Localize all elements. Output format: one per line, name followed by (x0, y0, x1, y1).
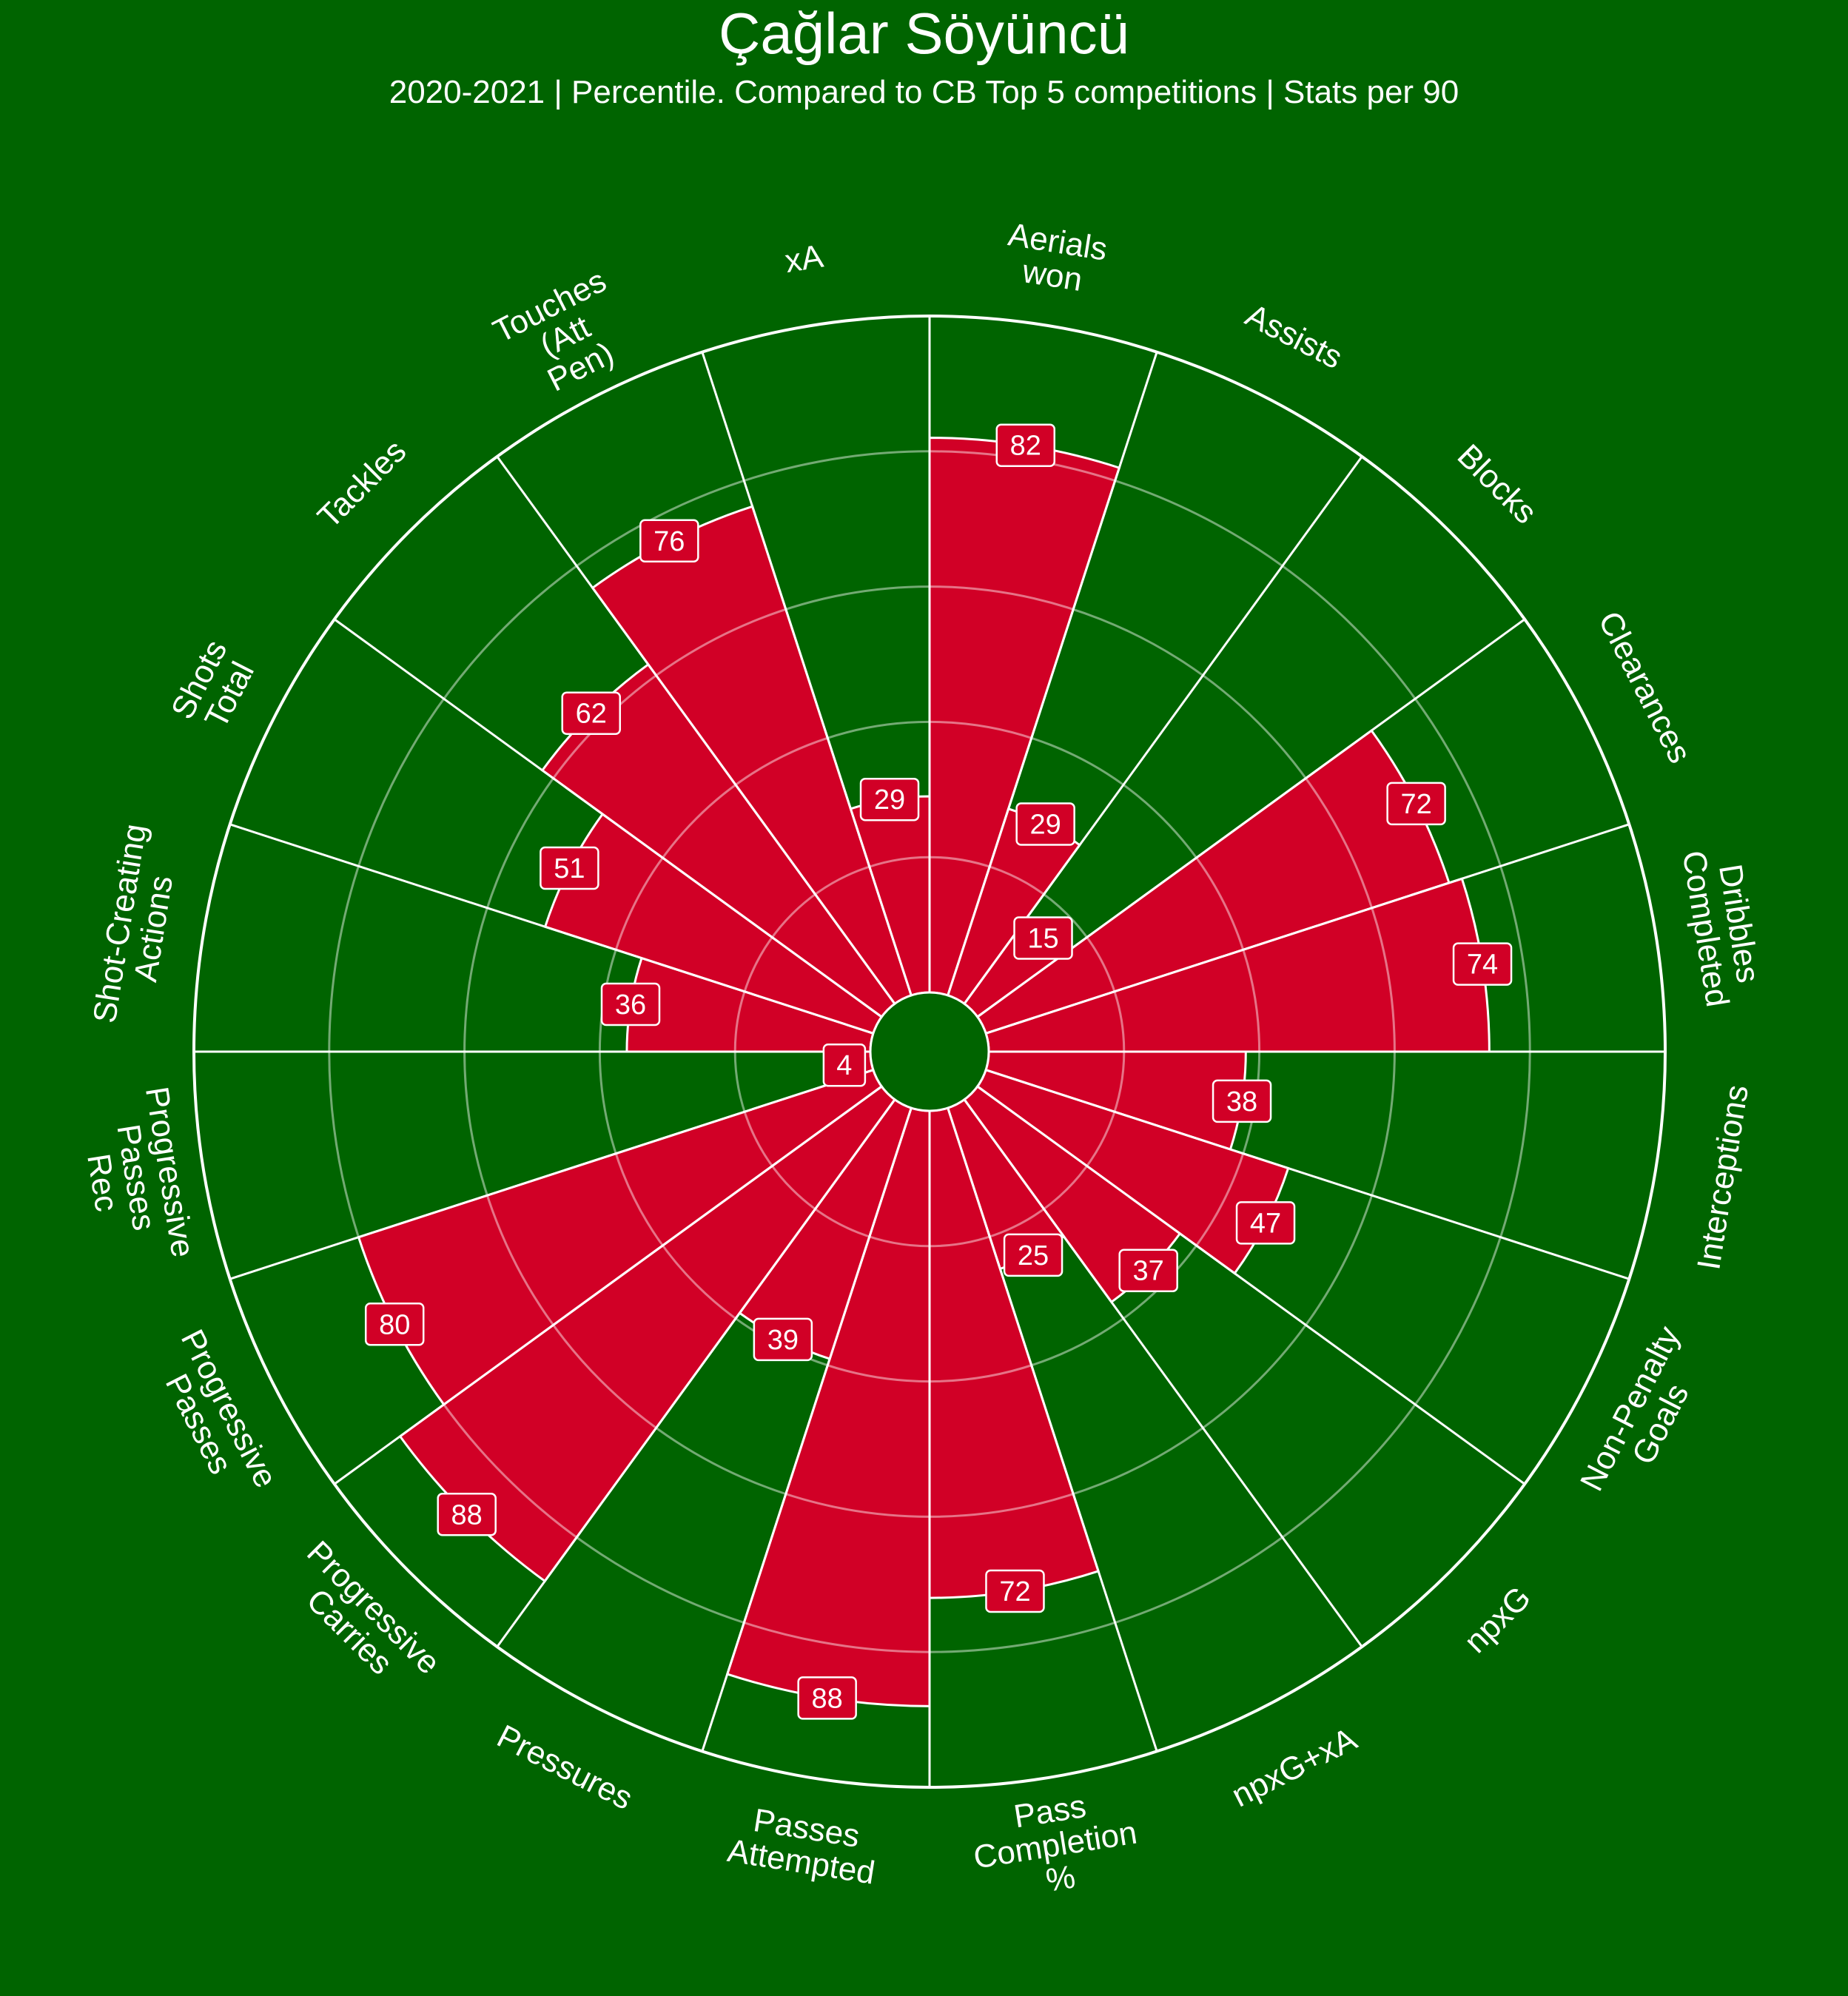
value-badge (1003, 1233, 1064, 1277)
spoke (976, 1085, 1526, 1485)
value-badge (540, 846, 599, 890)
value-badge (1235, 1201, 1296, 1245)
category-label: ShotsTotal (164, 634, 265, 740)
value-badge (985, 1569, 1045, 1613)
category-label: PassCompletion% (966, 1781, 1145, 1909)
value-label: 4 (836, 1050, 852, 1081)
category-label: Interceptions (1690, 1083, 1755, 1273)
value-label: 37 (1133, 1256, 1164, 1287)
category-label-line: % (1044, 1858, 1078, 1899)
value-label: 76 (653, 526, 685, 557)
value-label: 15 (1027, 923, 1058, 954)
category-label-line: Blocks (1451, 437, 1544, 531)
value-label: 39 (767, 1325, 799, 1356)
spokes-group (194, 316, 1665, 1787)
category-label-line: Clearances (1591, 605, 1699, 769)
category-label-line: Tackles (311, 433, 413, 535)
category-label: Shot-CreatingActions (87, 821, 187, 1031)
category-label: Blocks (1451, 437, 1544, 531)
category-label: npxG+xA (1226, 1721, 1363, 1815)
category-label: PassesAttempted (725, 1799, 883, 1892)
category-label: Touches(AttPen) (488, 263, 643, 411)
spoke (701, 352, 913, 996)
category-label: npxG (1457, 1579, 1538, 1660)
value-badge (797, 1676, 857, 1720)
value-badge (1015, 802, 1075, 846)
value-label: 74 (1467, 950, 1498, 981)
value-badge (822, 1043, 867, 1087)
value-label: 47 (1250, 1208, 1281, 1239)
center-hole (869, 991, 990, 1112)
spoke (963, 455, 1363, 1005)
value-badge (1386, 782, 1446, 826)
spoke (947, 352, 1158, 996)
spoke (963, 1098, 1363, 1648)
category-label-line: xA (782, 238, 826, 280)
value-badge (437, 1493, 497, 1536)
category-label: ProgressivePasses (144, 1324, 284, 1509)
category-label: Pressures (491, 1718, 639, 1817)
category-label: xA (782, 238, 826, 280)
spoke (701, 1107, 913, 1752)
value-label: 29 (874, 784, 905, 816)
spoke (229, 823, 874, 1035)
spoke (333, 618, 883, 1018)
category-label: Tackles (311, 433, 413, 535)
category-label-line: npxG+xA (1226, 1721, 1363, 1815)
value-label: 51 (554, 853, 585, 884)
category-label-line: Assists (1240, 297, 1348, 376)
chart-title: Çağlar Söyüncü (719, 1, 1129, 66)
value-badge (859, 777, 920, 821)
category-label: Assists (1240, 297, 1348, 376)
value-badge (1013, 916, 1073, 960)
value-badge (1212, 1079, 1272, 1123)
value-label: 82 (1010, 431, 1041, 462)
value-label: 72 (1400, 789, 1431, 820)
category-label: ProgressiveCarries (276, 1534, 447, 1705)
value-badge (995, 423, 1056, 467)
value-label: 88 (812, 1683, 843, 1714)
spoke (333, 1085, 883, 1485)
value-badge (753, 1317, 813, 1362)
value-badge (1118, 1249, 1178, 1292)
chart-subtitle: 2020-2021 | Percentile. Compared to CB T… (389, 74, 1459, 110)
category-label: Clearances (1591, 605, 1699, 769)
spoke (985, 823, 1630, 1035)
value-label: 29 (1030, 810, 1061, 841)
category-label: Aerialswon (1001, 216, 1110, 301)
value-label: 25 (1018, 1240, 1049, 1271)
value-badge (1452, 942, 1513, 986)
category-label: Non-PenaltyGoals (1573, 1320, 1718, 1512)
value-label: 62 (576, 699, 607, 730)
value-label: 36 (615, 989, 646, 1021)
value-label: 38 (1226, 1086, 1257, 1118)
category-label-line: Pressures (491, 1718, 639, 1817)
spoke (229, 1069, 874, 1280)
bars-group (357, 437, 1491, 1707)
category-label: ProgressivePassesRec (71, 1084, 201, 1271)
category-label-line: Interceptions (1690, 1083, 1755, 1273)
spoke (985, 1069, 1630, 1280)
value-badge (639, 519, 699, 563)
value-label: 80 (379, 1309, 410, 1340)
category-label-line: Rec (80, 1152, 125, 1214)
value-labels-group: 82 29 15 72 74 38 47 37 25 72 88 39 88 80 4 36 51 62 76 29 (364, 423, 1513, 1720)
value-badge (561, 691, 621, 735)
value-badge (364, 1303, 425, 1346)
value-badge (600, 982, 661, 1026)
category-label-line: npxG (1457, 1579, 1538, 1660)
value-label: 72 (999, 1576, 1030, 1607)
spoke (947, 1107, 1158, 1752)
spoke (496, 455, 896, 1005)
value-label: 88 (451, 1499, 483, 1530)
category-label: DribblesCompleted (1676, 843, 1770, 1009)
spoke (496, 1098, 896, 1648)
